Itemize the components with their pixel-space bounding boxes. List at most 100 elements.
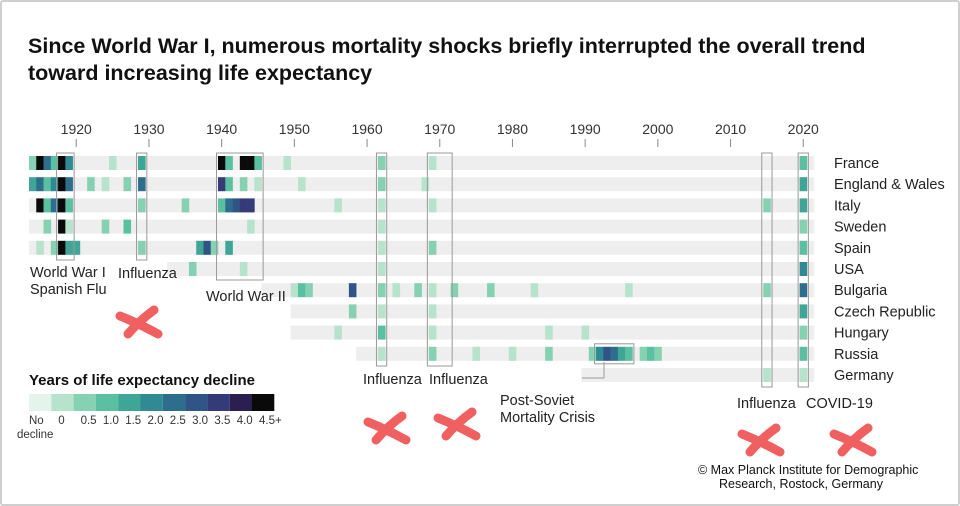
red-x-mark	[115, 305, 163, 339]
legend-label: 2.5	[170, 415, 186, 427]
x-tick-label: 1980	[497, 121, 528, 137]
heat-cell	[377, 304, 386, 319]
row-background-czech-republic	[290, 304, 815, 319]
heat-cell	[428, 346, 437, 361]
heat-cell	[799, 240, 808, 255]
red-x-stroke	[371, 411, 407, 445]
x-tick-label: 1970	[424, 121, 455, 137]
heat-cell	[50, 240, 59, 255]
heat-cell	[58, 177, 66, 192]
legend-swatch	[162, 394, 186, 411]
heat-cell	[610, 346, 619, 361]
annotation-label: Spanish Flu	[30, 282, 107, 298]
legend-swatch	[185, 394, 208, 411]
heat-cell	[603, 346, 611, 361]
heat-cell	[29, 177, 37, 192]
legend-swatch	[51, 394, 74, 411]
heat-cell	[50, 156, 59, 170]
legend-swatch	[95, 394, 119, 411]
heat-cell	[625, 346, 633, 361]
x-tick-label: 1930	[133, 121, 164, 137]
heat-cell	[36, 156, 44, 170]
chart-title: Since World War I, numerous mortality sh…	[28, 34, 866, 85]
country-label-italy: Italy	[834, 198, 861, 214]
credit-line-1: © Max Planck Institute for Demographic	[698, 463, 919, 477]
annotation-label: Influenza	[737, 396, 797, 412]
heat-cell	[239, 177, 248, 192]
country-label-czech-republic: Czech Republic	[834, 304, 936, 320]
heat-cell	[225, 240, 233, 255]
legend-label: 0	[58, 415, 64, 427]
heat-cell	[29, 156, 37, 170]
heat-cell	[334, 325, 342, 340]
legend-label: 4.0	[237, 415, 253, 427]
credit-text: © Max Planck Institute for Demographic R…	[698, 463, 948, 491]
heat-cell	[123, 177, 132, 192]
heat-cell	[123, 219, 132, 234]
heat-cell	[218, 156, 226, 170]
heat-cell	[108, 156, 117, 170]
heat-cell	[487, 283, 495, 298]
legend-label: No	[29, 415, 44, 427]
legend-swatch	[140, 394, 163, 411]
heat-cell	[530, 283, 539, 298]
heat-cell	[58, 219, 66, 234]
red-x-stroke	[441, 407, 477, 441]
heat-cell	[225, 177, 233, 192]
heat-cell	[763, 368, 771, 382]
legend-label: 4.5+	[259, 415, 282, 427]
heat-cell	[65, 240, 73, 255]
heat-cell	[65, 198, 73, 213]
heat-cell	[43, 156, 52, 170]
heat-cell	[654, 346, 662, 361]
heat-cell	[763, 283, 771, 298]
heat-cell	[377, 156, 386, 170]
heat-cell	[239, 262, 248, 276]
heat-cell	[617, 346, 626, 361]
heat-cell	[763, 198, 771, 213]
heat-cell	[138, 198, 146, 213]
heat-cell	[283, 156, 292, 170]
heat-cell	[588, 346, 597, 361]
heat-cell	[43, 198, 52, 213]
annotation-label: World War I	[30, 265, 106, 281]
heat-cell	[428, 240, 437, 255]
heat-cell	[508, 346, 517, 361]
x-tick-label: 2020	[788, 121, 819, 137]
heat-cell	[377, 240, 386, 255]
country-label-usa: USA	[834, 262, 864, 278]
heat-cell	[377, 283, 386, 298]
heat-cell	[799, 177, 808, 192]
heat-cell	[43, 219, 52, 234]
heat-cell	[196, 240, 204, 255]
highlight-box-world-war-i-spanish-flu	[56, 152, 75, 261]
heat-cell	[181, 198, 190, 213]
heat-cell	[545, 325, 553, 340]
legend-swatch	[252, 394, 275, 411]
country-label-england-wales: England & Wales	[834, 177, 945, 193]
country-label-hungary: Hungary	[834, 326, 890, 342]
heat-cell	[87, 177, 95, 192]
heat-cell	[58, 198, 66, 213]
annotation-label: Influenza	[363, 372, 423, 388]
heat-cell	[254, 156, 262, 170]
heat-cell	[799, 325, 808, 340]
heat-cell	[297, 283, 306, 298]
heat-cell	[247, 219, 255, 234]
heat-cell	[50, 177, 59, 192]
row-background-sweden	[29, 219, 815, 234]
heat-cell	[472, 346, 481, 361]
country-label-russia: Russia	[834, 347, 879, 363]
heat-cell	[218, 198, 226, 213]
legend-label: 1.0	[103, 415, 119, 427]
heat-cell	[203, 240, 212, 255]
heat-cell	[377, 325, 386, 340]
heat-cell	[450, 283, 459, 298]
legend-swatch	[73, 394, 96, 411]
highlight-box-influenza	[375, 152, 388, 367]
country-label-sweden: Sweden	[834, 220, 886, 236]
row-background-usa	[167, 262, 815, 276]
heat-cell	[297, 177, 306, 192]
